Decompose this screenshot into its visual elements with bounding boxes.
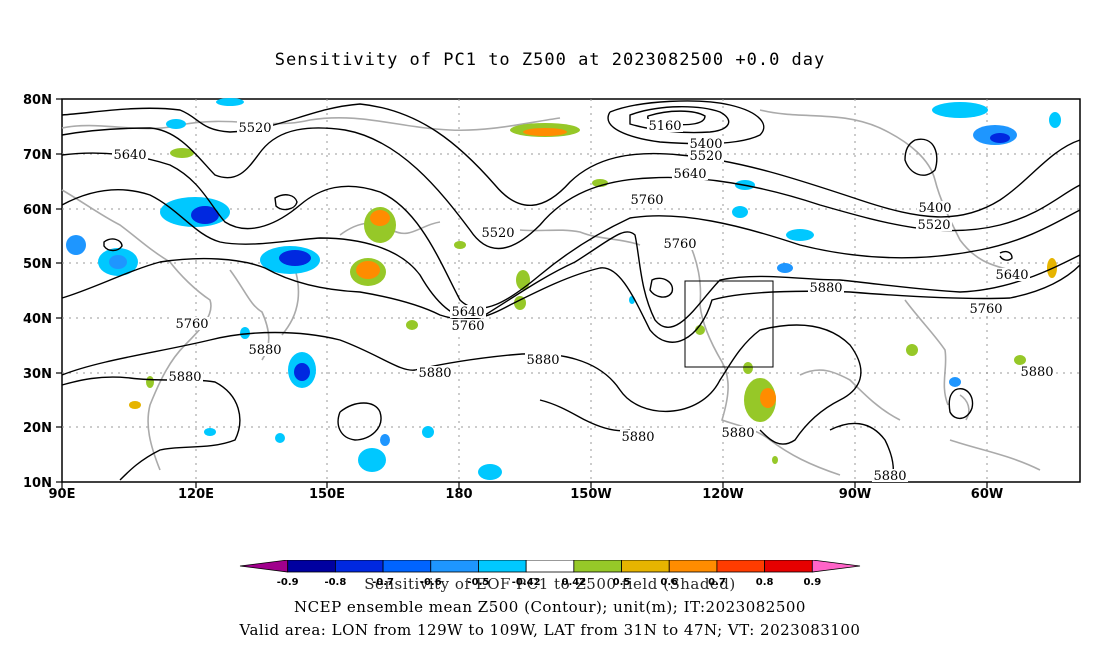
lon-label: 120W xyxy=(702,487,743,502)
colorbar-tick-label: -0.9 xyxy=(277,577,299,588)
contour-label: 5640 xyxy=(673,167,706,182)
valid-area-box xyxy=(684,280,774,368)
footer-line-2: NCEP ensemble mean Z500 (Contour); unit(… xyxy=(294,598,806,616)
chart-title: Sensitivity of PC1 to Z500 at 2023082500… xyxy=(274,50,826,70)
colorbar-tick-label: -0.6 xyxy=(420,577,442,588)
colorbar-tick-label: 0.5 xyxy=(613,577,631,588)
colorbar-swatch xyxy=(382,559,432,573)
colorbar-tick-label: 0.6 xyxy=(660,577,678,588)
contour-label: 5880 xyxy=(418,366,451,381)
contour-label: 5880 xyxy=(1020,365,1053,380)
contour-label: 5760 xyxy=(969,302,1002,317)
colorbar-swatch xyxy=(478,559,527,573)
contour-label: 5880 xyxy=(809,281,842,296)
colorbar-swatch xyxy=(239,559,289,573)
colorbar-swatch xyxy=(334,559,384,573)
colorbar-swatch xyxy=(430,559,479,573)
lat-label: 20N xyxy=(23,421,52,436)
map-frame xyxy=(61,98,1081,483)
contour-label: 5520 xyxy=(689,149,722,164)
contour-label: 5880 xyxy=(873,469,906,484)
colorbar-svg: -0.9 -0.8 -0.7 -0.6 -0.5 -0.42 0.42 0.5 0.6 0.7 0.… xyxy=(239,559,861,588)
lon-label: 180 xyxy=(445,487,472,502)
colorbar-swatch xyxy=(525,559,575,573)
shaded-sensitivity xyxy=(66,98,1061,480)
lat-label: 40N xyxy=(23,312,52,327)
contour-label: 5760 xyxy=(630,193,663,208)
latitude-labels: 80N 70N 60N 50N 40N 30N 20N 10N xyxy=(23,93,62,491)
colorbar-swatch xyxy=(668,559,718,573)
footer-line-1: Sensitivity of EOF PC1 to Z500 field (Sh… xyxy=(364,575,736,593)
colorbar-swatch xyxy=(764,559,813,573)
colorbar-tick-label: -0.8 xyxy=(324,577,346,588)
contour-label: 5760 xyxy=(451,319,484,334)
contour-label: 5520 xyxy=(238,121,271,136)
contour-label: 5880 xyxy=(721,426,754,441)
colorbar-swatch xyxy=(287,559,336,573)
contour-label: 5400 xyxy=(918,201,951,216)
contour-label: 5520 xyxy=(481,226,514,241)
lon-label: 150E xyxy=(309,487,345,502)
lon-label: 120E xyxy=(178,487,214,502)
colorbar-tick-label: -0.7 xyxy=(372,577,394,588)
lat-label: 50N xyxy=(23,257,52,272)
colorbar-tick-label: -0.5 xyxy=(468,577,490,588)
lat-label: 70N xyxy=(23,148,52,163)
longitude-labels: 90E 120E 150E 180 150W 120W 90W 60W xyxy=(49,482,1003,502)
contour-labels: 5520564051605400552056405760552057605400… xyxy=(112,119,1055,484)
contour-label: 5400 xyxy=(689,137,722,152)
contour-label: 5640 xyxy=(995,268,1028,283)
colorbar-swatch xyxy=(811,559,861,573)
contour-label: 5880 xyxy=(526,353,559,368)
colorbar: -0.9 -0.8 -0.7 -0.6 -0.5 -0.42 0.42 0.5 0.6 0.7 0.… xyxy=(230,559,870,590)
lon-label: 90E xyxy=(49,487,76,502)
colorbar-swatch xyxy=(573,559,622,573)
map-panel: 5520 5640 5160 5400 5520 5640 5760 5520 5760 5400… xyxy=(23,93,1081,502)
contour-label: 5880 xyxy=(168,370,201,385)
contour-label: 5160 xyxy=(648,119,681,134)
colorbar-tick-label: -0.42 xyxy=(512,577,541,588)
contour-label: 5640 xyxy=(113,148,146,163)
colorbar-tick-label: 0.9 xyxy=(803,577,821,588)
contour-label: 5880 xyxy=(248,343,281,358)
lat-label: 80N xyxy=(23,93,52,108)
colorbar-swatch xyxy=(621,559,670,573)
grid-lines xyxy=(62,99,1080,482)
colorbar-tick-label: 0.8 xyxy=(756,577,774,588)
contour-label: 5760 xyxy=(175,317,208,332)
footer-line-3: Valid area: LON from 129W to 109W, LAT f… xyxy=(239,621,861,639)
lat-label: 60N xyxy=(23,203,52,218)
colorbar-tick-label: 0.7 xyxy=(708,577,726,588)
contour-label: 5760 xyxy=(663,237,696,252)
lon-label: 150W xyxy=(570,487,611,502)
contour-label: 5640 xyxy=(451,305,484,320)
lon-label: 60W xyxy=(971,487,1003,502)
colorbar-swatch xyxy=(716,559,766,573)
colorbar-tick-label: 0.42 xyxy=(562,577,587,588)
map-svg: 5520564051605400552056405760552057605400… xyxy=(23,93,1081,502)
lat-label: 30N xyxy=(23,367,52,382)
lon-label: 90W xyxy=(839,487,871,502)
contour-label: 5880 xyxy=(621,430,654,445)
lat-label: 10N xyxy=(23,476,52,491)
contour-label: 5520 xyxy=(917,218,950,233)
